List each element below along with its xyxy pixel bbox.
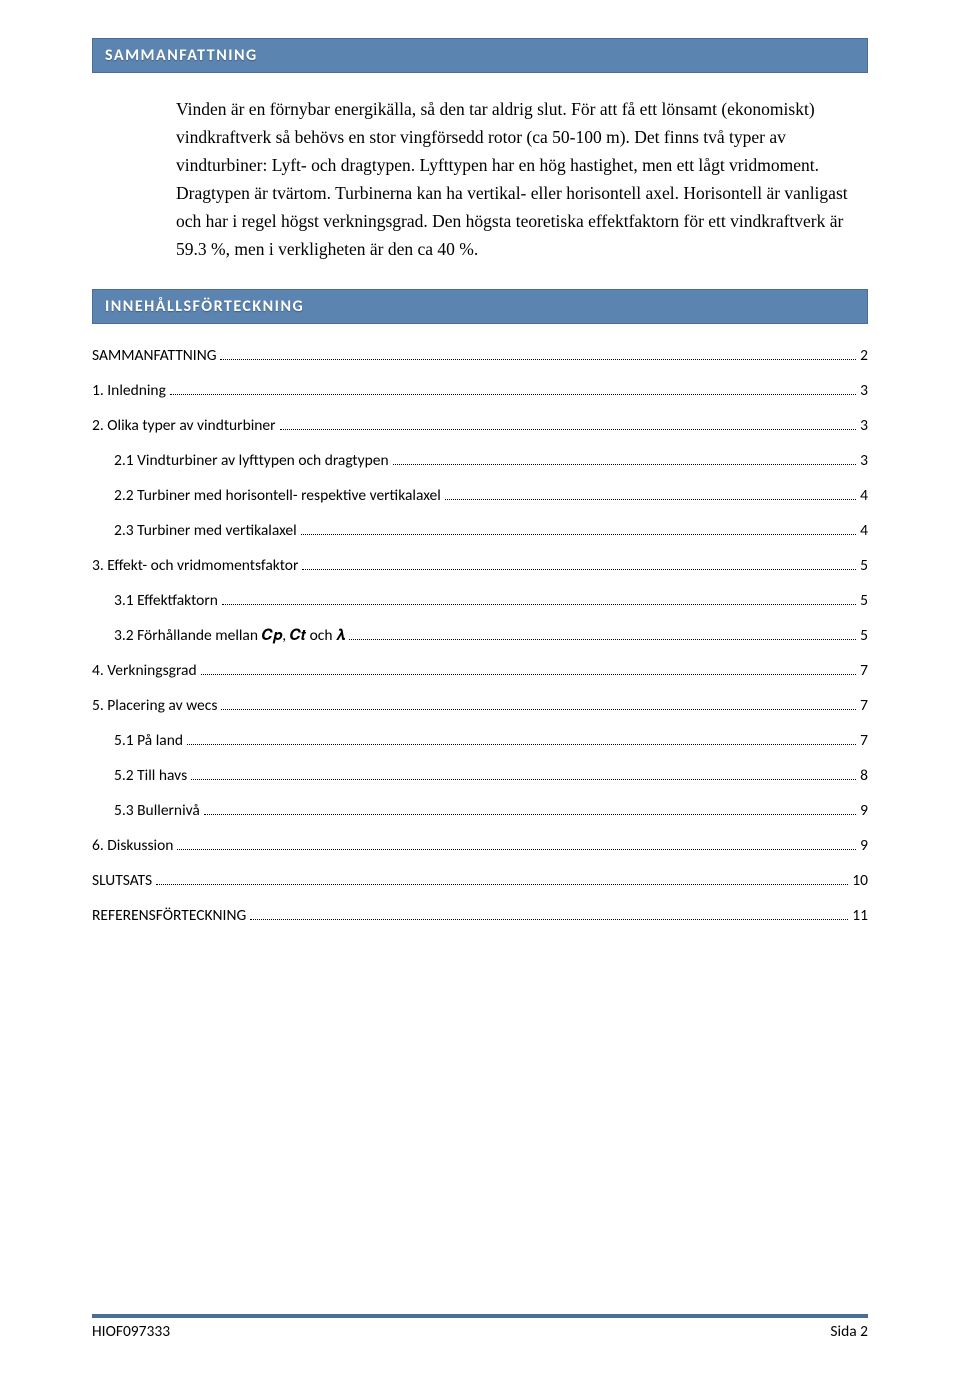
toc-row[interactable]: 2. Olika typer av vindturbiner 3: [92, 416, 868, 435]
toc-entry-page: 9: [860, 801, 868, 820]
toc-entry-page: 10: [852, 871, 868, 890]
footer-left: HIOF097333: [92, 1322, 170, 1341]
toc-entry-page: 5: [860, 556, 868, 575]
toc-entry-page: 5: [860, 591, 868, 610]
toc-entry-page: 7: [860, 696, 868, 715]
toc-entry-label: 5.3 Bullernivå: [114, 801, 200, 820]
toc-row[interactable]: SLUTSATS 10: [92, 871, 868, 890]
toc-leader-dots: [170, 394, 856, 395]
toc-row[interactable]: 6. Diskussion 9: [92, 836, 868, 855]
toc-entry-page: 8: [860, 766, 868, 785]
toc-row[interactable]: 3.1 Effektfaktorn 5: [114, 591, 868, 610]
toc-leader-dots: [187, 744, 856, 745]
page-footer: HIOF097333 Sida 2: [92, 1314, 868, 1341]
toc-leader-dots: [250, 919, 848, 920]
toc-leader-dots: [220, 359, 856, 360]
toc-entry-page: 3: [860, 381, 868, 400]
toc-entry-label: 2. Olika typer av vindturbiner: [92, 416, 276, 435]
toc-leader-dots: [204, 814, 856, 815]
toc-entry-label: 1. Inledning: [92, 381, 166, 400]
toc-entry-page: 11: [852, 906, 868, 925]
toc-leader-dots: [302, 569, 856, 570]
toc-entry-label: REFERENSFÖRTECKNING: [92, 906, 246, 925]
toc-entry-label: 3.1 Effektfaktorn: [114, 591, 218, 610]
toc-entry-label: SLUTSATS: [92, 871, 152, 890]
toc-row[interactable]: REFERENSFÖRTECKNING 11: [92, 906, 868, 925]
toc-entry-page: 9: [860, 836, 868, 855]
footer-right: Sida 2: [830, 1322, 868, 1341]
toc-row[interactable]: 5.2 Till havs 8: [114, 766, 868, 785]
document-page: SAMMANFATTNING Vinden är en förnybar ene…: [0, 0, 960, 1383]
toc-entry-label: 5.1 På land: [114, 731, 183, 750]
toc-entry-page: 3: [860, 451, 868, 470]
toc-row[interactable]: 2.1 Vindturbiner av lyfttypen och dragty…: [114, 451, 868, 470]
toc-entry-page: 4: [860, 521, 868, 540]
toc-leader-dots: [201, 674, 857, 675]
footer-rule: [92, 1314, 868, 1318]
toc-leader-dots: [301, 534, 856, 535]
toc-heading-text: INNEHÅLLSFÖRTECKNING: [105, 297, 304, 316]
toc-leader-dots: [177, 849, 856, 850]
toc-entry-page: 4: [860, 486, 868, 505]
summary-heading-text: SAMMANFATTNING: [105, 46, 258, 65]
summary-body-text: Vinden är en förnybar energikälla, så de…: [176, 95, 868, 263]
toc-entry-page: 7: [860, 731, 868, 750]
toc-entry-label: SAMMANFATTNING: [92, 346, 216, 365]
toc-row[interactable]: 3.2 Förhållande mellan 𝑪𝒑, 𝑪𝒕 och 𝝀 5: [114, 626, 868, 645]
toc-row[interactable]: 5.1 På land 7: [114, 731, 868, 750]
toc-leader-dots: [349, 639, 856, 640]
toc-row[interactable]: 2.3 Turbiner med vertikalaxel 4: [114, 521, 868, 540]
toc-row[interactable]: 1. Inledning 3: [92, 381, 868, 400]
toc-row[interactable]: 2.2 Turbiner med horisontell- respektive…: [114, 486, 868, 505]
toc-entry-page: 2: [860, 346, 868, 365]
toc-heading-bar: INNEHÅLLSFÖRTECKNING: [92, 289, 868, 324]
toc-entry-page: 7: [860, 661, 868, 680]
toc-leader-dots: [222, 604, 856, 605]
toc-entry-label: 6. Diskussion: [92, 836, 173, 855]
toc-entry-page: 5: [860, 626, 868, 645]
toc-row[interactable]: 3. Effekt- och vridmomentsfaktor 5: [92, 556, 868, 575]
toc-entry-label: 2.1 Vindturbiner av lyfttypen och dragty…: [114, 451, 389, 470]
toc-entry-page: 3: [860, 416, 868, 435]
toc-entry-label: 4. Verkningsgrad: [92, 661, 197, 680]
toc-leader-dots: [221, 709, 856, 710]
toc-entry-label: 2.3 Turbiner med vertikalaxel: [114, 521, 297, 540]
toc-entry-label: 3.2 Förhållande mellan 𝑪𝒑, 𝑪𝒕 och 𝝀: [114, 626, 345, 645]
toc-row[interactable]: 5. Placering av wecs 7: [92, 696, 868, 715]
toc-leader-dots: [393, 464, 857, 465]
toc-row[interactable]: SAMMANFATTNING 2: [92, 346, 868, 365]
table-of-contents: SAMMANFATTNING21. Inledning32. Olika typ…: [92, 346, 868, 925]
toc-leader-dots: [280, 429, 857, 430]
toc-entry-label: 3. Effekt- och vridmomentsfaktor: [92, 556, 298, 575]
toc-row[interactable]: 4. Verkningsgrad 7: [92, 661, 868, 680]
toc-row[interactable]: 5.3 Bullernivå 9: [114, 801, 868, 820]
footer-line: HIOF097333 Sida 2: [92, 1322, 868, 1341]
toc-entry-label: 5.2 Till havs: [114, 766, 187, 785]
summary-heading-bar: SAMMANFATTNING: [92, 38, 868, 73]
toc-leader-dots: [445, 499, 856, 500]
toc-entry-label: 2.2 Turbiner med horisontell- respektive…: [114, 486, 441, 505]
toc-entry-label: 5. Placering av wecs: [92, 696, 217, 715]
toc-leader-dots: [191, 779, 856, 780]
toc-leader-dots: [156, 884, 848, 885]
